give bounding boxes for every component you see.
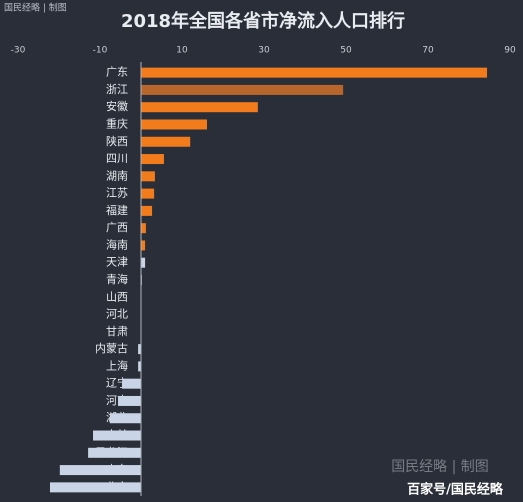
y-tick-label: 广西: [106, 221, 128, 234]
y-tick-label: 上海: [106, 358, 128, 372]
bar: [141, 171, 155, 182]
bar: [93, 430, 141, 441]
x-tick-label: 10: [176, 46, 188, 56]
y-tick-label: 天津: [106, 256, 128, 269]
y-tick-label: 四川: [106, 152, 128, 165]
bar: [141, 102, 258, 113]
y-tick-label: 江苏: [106, 187, 128, 200]
x-tick-label: 30: [258, 46, 270, 56]
bar: [141, 84, 344, 95]
bar: [141, 257, 146, 268]
bar: [138, 344, 141, 355]
bar: [59, 465, 141, 476]
x-tick-label: 90: [504, 46, 516, 56]
y-tick-label: 山西: [106, 290, 128, 303]
bar: [49, 482, 142, 493]
bar: [141, 205, 153, 216]
chart-title: 2018年全国各省市净流入人口排行: [121, 10, 405, 32]
bar: [141, 136, 191, 147]
y-tick-label: 福建: [106, 203, 128, 217]
bar: [122, 378, 141, 389]
x-tick-label: -10: [93, 46, 108, 56]
bar: [141, 154, 164, 165]
y-tick-label: 陕西: [106, 134, 128, 148]
source-note: 国民经略 | 制图: [4, 2, 67, 14]
y-tick-label: 海南: [106, 237, 128, 251]
y-tick-label: 浙江: [106, 83, 128, 96]
y-tick-label: 甘肃: [106, 325, 128, 338]
x-tick-label: -30: [11, 46, 26, 56]
bar: [141, 223, 146, 234]
x-tick-label: 50: [340, 46, 352, 56]
y-tick-label: 安徽: [106, 99, 128, 113]
y-tick-label: 湖南: [106, 169, 128, 182]
y-tick-label: 重庆: [106, 116, 128, 130]
bar: [141, 240, 146, 251]
bar: [109, 413, 141, 424]
bar: [141, 188, 155, 199]
bar: [138, 361, 141, 372]
y-tick-label: 广东: [106, 66, 128, 79]
x-tick-label: 70: [422, 46, 434, 56]
bar: [141, 119, 208, 130]
y-tick-label: 河北: [106, 308, 128, 321]
bar: [118, 395, 141, 406]
y-tick-label: 内蒙古: [95, 341, 128, 355]
bar: [141, 67, 488, 78]
bar: [88, 447, 141, 458]
credit: 百家号/国民经略: [407, 482, 504, 498]
watermark: 国民经略 | 制图: [391, 459, 489, 475]
y-tick-label: 青海: [106, 272, 128, 286]
